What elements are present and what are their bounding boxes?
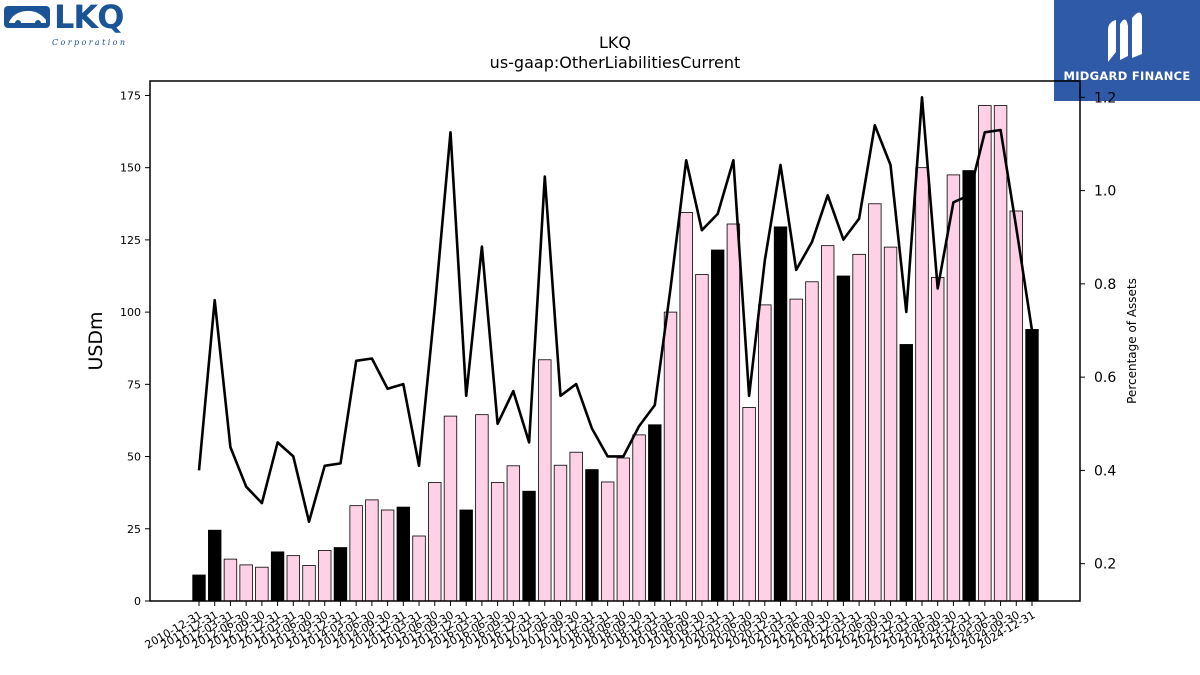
bar [758, 304, 772, 602]
bar [852, 253, 866, 602]
bar [742, 407, 756, 602]
bar [773, 226, 788, 602]
bar [412, 535, 426, 602]
bar [208, 529, 222, 602]
lkq-car-emblem-icon [4, 6, 50, 28]
bar [695, 274, 709, 602]
chart-title: LKQ [599, 33, 631, 52]
lkq-logo: LKQ Corporation [4, 0, 160, 48]
bar [868, 203, 882, 602]
bar [915, 167, 929, 602]
bar [600, 481, 615, 602]
y-tick-label: 75 [127, 378, 141, 391]
bar [506, 465, 521, 602]
y-axis-right: 0.2 0.4 0.6 0.8 1.0 1.2 [1080, 90, 1116, 573]
lkq-logo-subtext: Corporation [52, 38, 128, 47]
bar [270, 551, 285, 602]
bar [396, 506, 411, 602]
bar [349, 505, 363, 602]
y2-tick-label: 0.4 [1094, 463, 1116, 479]
bar [899, 344, 913, 602]
bar [978, 105, 992, 602]
plot-frame [149, 80, 1081, 602]
y-axis-left: 0 25 50 75 100 125 150 175 [120, 89, 150, 608]
bar [632, 434, 646, 602]
bar [192, 574, 206, 602]
bar [239, 564, 253, 602]
bar [490, 482, 505, 602]
bar [616, 457, 631, 602]
percentage-line [197, 96, 1034, 524]
bar [789, 298, 803, 602]
bar [459, 509, 473, 602]
bar [805, 281, 819, 602]
bar [836, 275, 851, 602]
bar [428, 482, 442, 602]
y-tick-label: 0 [134, 595, 141, 608]
bar [585, 469, 599, 602]
y-tick-label: 50 [127, 451, 141, 464]
bar [931, 277, 945, 602]
bar [710, 249, 725, 602]
y2-axis-label: Percentage of Assets [1125, 278, 1139, 404]
y-tick-label: 25 [127, 523, 141, 536]
x-axis: 2010-12-312011-12-312012-03-312012-06-30… [143, 601, 1038, 652]
bar [553, 464, 568, 602]
y2-tick-label: 0.6 [1094, 370, 1116, 386]
bar [443, 415, 458, 602]
bar [1025, 329, 1039, 602]
bar [380, 509, 395, 602]
midgard-emblem-icon [1108, 12, 1142, 62]
bar [883, 246, 898, 602]
line-series [197, 96, 1034, 524]
y-tick-label: 125 [120, 234, 141, 247]
bar [223, 558, 238, 602]
bar [318, 550, 332, 602]
bar [726, 223, 741, 602]
bar [538, 359, 552, 602]
y2-tick-label: 0.2 [1094, 557, 1116, 573]
bar [569, 451, 583, 602]
bar [475, 414, 489, 602]
lkq-logo-text: LKQ [54, 0, 124, 36]
bar [962, 170, 976, 602]
bar [663, 311, 678, 602]
bar [1009, 210, 1023, 602]
y2-tick-label: 1.0 [1094, 184, 1116, 200]
midgard-finance-logo: MIDGARD FINANCE [1054, 0, 1200, 101]
y2-tick-label: 1.2 [1094, 90, 1116, 106]
bar [648, 424, 662, 602]
y2-tick-label: 0.8 [1094, 277, 1116, 293]
y-tick-label: 100 [120, 306, 141, 319]
bar [993, 105, 1008, 602]
bar [522, 490, 536, 602]
bar [679, 212, 693, 602]
bar [302, 565, 316, 602]
bar [365, 499, 379, 602]
bar [286, 555, 300, 602]
chart-subtitle: us-gaap:OtherLiabilitiesCurrent [490, 53, 741, 72]
y-tick-label: 150 [120, 162, 141, 175]
midgard-finance-logo-text: MIDGARD FINANCE [1063, 69, 1191, 83]
y-tick-label: 175 [120, 89, 141, 102]
y-axis-label: USDm [85, 311, 107, 370]
bar [333, 547, 348, 602]
bar-series [192, 105, 1039, 602]
bar [255, 566, 269, 602]
bar [820, 245, 835, 602]
bar [946, 174, 961, 602]
